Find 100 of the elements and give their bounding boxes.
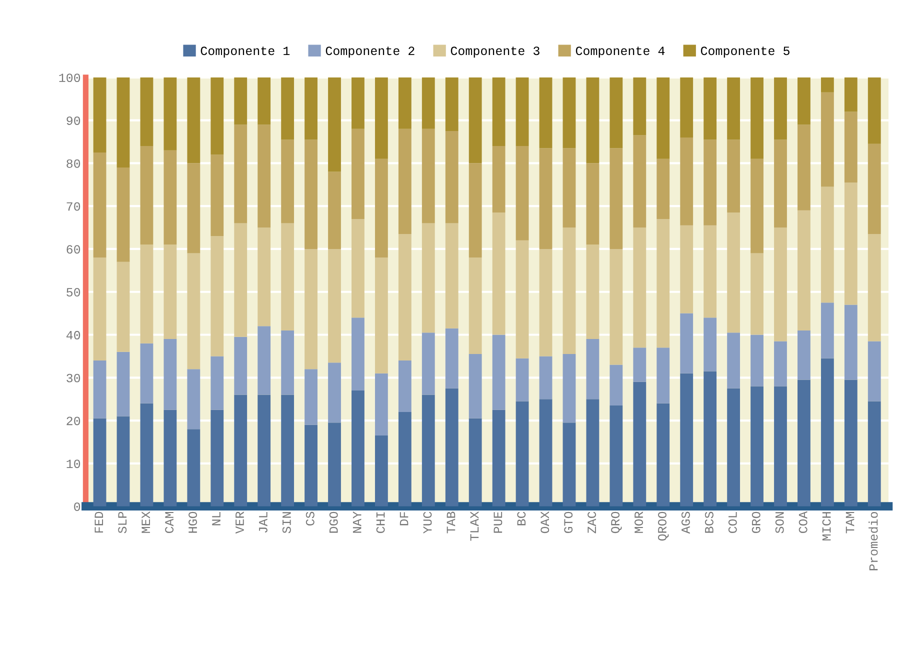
bar	[516, 146, 529, 240]
bar	[562, 354, 576, 423]
bar	[328, 422, 341, 506]
bar	[140, 146, 154, 245]
bar	[656, 218, 670, 348]
bar	[539, 356, 552, 400]
bar	[234, 223, 248, 337]
bar	[727, 332, 740, 388]
bar	[516, 358, 529, 402]
bar	[492, 410, 506, 506]
bar	[798, 330, 810, 380]
bar	[422, 223, 435, 333]
bar	[633, 382, 646, 506]
y-tick-label: 50	[66, 288, 80, 297]
bar	[258, 394, 271, 506]
bar	[798, 380, 810, 506]
bar	[281, 140, 294, 224]
bar	[516, 77, 529, 146]
bar	[727, 388, 740, 506]
x-tick-label: COL	[728, 512, 737, 534]
x-tick-label: NAY	[352, 511, 362, 533]
bar	[610, 148, 623, 249]
bar	[258, 124, 271, 228]
bar	[352, 318, 364, 391]
bar	[727, 212, 740, 333]
bar	[468, 354, 482, 418]
bar	[633, 77, 646, 136]
bar	[116, 167, 130, 262]
bar	[750, 386, 764, 506]
bar	[586, 163, 600, 245]
bar	[633, 228, 646, 348]
bar	[562, 148, 576, 228]
bar	[727, 140, 740, 213]
bar	[164, 77, 177, 150]
bar	[586, 339, 600, 400]
bar	[798, 210, 810, 330]
bar	[633, 348, 646, 382]
bar	[562, 228, 576, 354]
x-tick-label: Promedio	[868, 512, 878, 570]
legend-label: Componente 3	[450, 46, 540, 58]
bar	[539, 248, 552, 356]
bar	[468, 77, 482, 164]
bar	[445, 223, 458, 328]
bar	[492, 146, 506, 213]
bar	[750, 334, 764, 386]
bar	[187, 163, 200, 254]
bar	[633, 135, 646, 228]
bar	[374, 158, 388, 258]
x-tick-label: CHI	[376, 512, 385, 534]
bar	[704, 140, 717, 226]
bar	[820, 358, 834, 506]
y-tick-label: 60	[66, 245, 80, 254]
bar	[680, 225, 694, 314]
x-tick-label: COA	[798, 511, 808, 534]
bar	[610, 406, 623, 506]
bar	[164, 150, 177, 245]
bar	[352, 218, 364, 318]
y-tick-label: 90	[66, 116, 80, 125]
x-tick-label: OAX	[540, 511, 550, 534]
bar	[258, 326, 271, 395]
bar	[516, 401, 529, 506]
bar	[234, 124, 248, 224]
bar	[281, 330, 294, 395]
x-tick-label: TLAX	[470, 511, 479, 541]
bar	[234, 394, 248, 506]
x-tick-label: SIN	[282, 512, 291, 534]
bar	[422, 128, 435, 224]
bar	[116, 416, 130, 506]
bar	[374, 77, 388, 159]
bar	[328, 362, 341, 423]
bar	[656, 348, 670, 404]
x-tick-label: PUE	[494, 512, 502, 533]
y-tick-label: 30	[66, 374, 80, 382]
bar	[210, 77, 224, 155]
bar	[680, 373, 694, 506]
bar	[398, 234, 412, 360]
bar	[187, 369, 200, 430]
bar	[234, 336, 248, 395]
bar	[258, 228, 271, 326]
bar	[774, 341, 787, 386]
bar	[539, 148, 552, 249]
bar	[93, 77, 106, 152]
bar	[750, 158, 764, 254]
bar	[610, 248, 623, 365]
bar	[328, 172, 341, 249]
bar	[750, 253, 764, 335]
bar	[140, 403, 154, 506]
bar	[445, 77, 458, 132]
bar	[281, 394, 294, 506]
bar	[680, 77, 694, 138]
x-tick-label: MICH	[822, 512, 831, 540]
bar	[844, 112, 858, 182]
bar	[210, 356, 224, 410]
legend-label: Componente 2	[326, 46, 414, 58]
bar	[210, 236, 224, 356]
bar	[164, 339, 177, 410]
bar	[468, 418, 482, 506]
x-tick-label: HGO	[188, 512, 198, 533]
bar	[140, 77, 154, 146]
bar	[422, 394, 435, 506]
